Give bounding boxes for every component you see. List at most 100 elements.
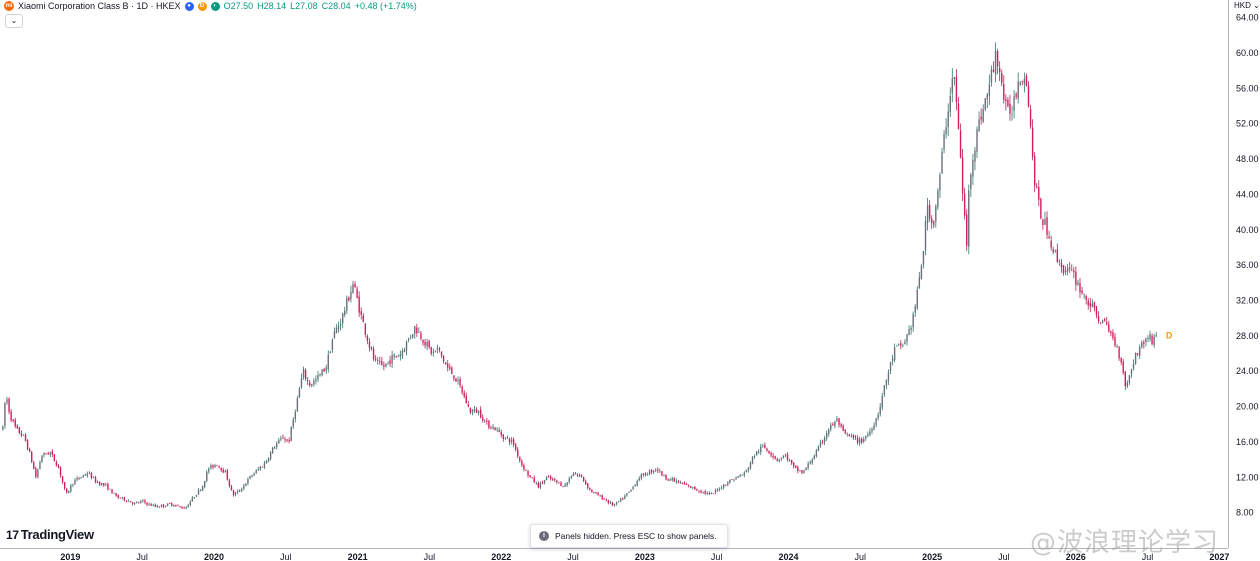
candle-body bbox=[502, 434, 505, 440]
candle-body bbox=[2, 426, 4, 430]
candle-body bbox=[1126, 382, 1129, 387]
candle-body bbox=[1033, 156, 1036, 186]
candle-body bbox=[879, 406, 881, 414]
candle-body bbox=[479, 409, 482, 418]
candle-body bbox=[926, 204, 929, 223]
market-status-icon[interactable]: ◐ bbox=[210, 1, 220, 11]
candle-body bbox=[508, 438, 511, 443]
candles-layer: D bbox=[2, 42, 1173, 510]
symbol-legend: mi Xiaomi Corporation Class B · 1D · HKE… bbox=[4, 0, 417, 12]
candle-body bbox=[315, 379, 317, 381]
ohlc-change: +0.48 (+1.74%) bbox=[354, 1, 417, 11]
candle-body bbox=[961, 157, 964, 194]
candle-body bbox=[350, 291, 352, 300]
candle-body bbox=[360, 311, 362, 315]
candle-body bbox=[55, 461, 58, 466]
candle-body bbox=[245, 483, 247, 487]
candle-body bbox=[766, 448, 768, 451]
candle-body bbox=[978, 119, 980, 132]
candle-body bbox=[53, 454, 56, 462]
candle-body bbox=[1130, 369, 1133, 375]
candle-body bbox=[764, 444, 766, 449]
candle-body bbox=[150, 504, 152, 506]
candle-body bbox=[982, 109, 984, 122]
candle-body bbox=[1081, 290, 1083, 294]
candle-body bbox=[821, 441, 824, 443]
candle-body bbox=[90, 473, 93, 479]
candle-body bbox=[860, 438, 863, 443]
info-icon: i bbox=[539, 531, 549, 541]
candle-body bbox=[922, 250, 925, 265]
candle-body bbox=[368, 341, 371, 348]
candle-body bbox=[928, 204, 931, 219]
candle-body bbox=[284, 439, 286, 441]
candle-body bbox=[850, 435, 853, 437]
candle-body bbox=[805, 467, 807, 471]
price-tick-label: 12.00 bbox=[1236, 472, 1259, 482]
candle-body bbox=[527, 470, 529, 476]
symbol-title[interactable]: Xiaomi Corporation Class B · 1D · HKEX bbox=[18, 1, 181, 11]
time-tick-label: Jul bbox=[1142, 552, 1154, 561]
candle-body bbox=[1062, 265, 1065, 273]
candle-body bbox=[179, 506, 181, 508]
candle-body bbox=[852, 435, 855, 438]
candle-body bbox=[815, 450, 818, 457]
candle-body bbox=[43, 452, 45, 456]
candle-body bbox=[1048, 236, 1050, 239]
dividend-marker[interactable]: D bbox=[1166, 331, 1173, 341]
candle-body bbox=[181, 506, 183, 509]
candle-body bbox=[665, 474, 667, 480]
candle-body bbox=[525, 470, 527, 472]
candle-body bbox=[636, 480, 638, 486]
tradingview-logo[interactable]: 17 TradingView bbox=[6, 527, 94, 542]
eye-icon[interactable]: ● bbox=[184, 1, 194, 11]
candle-body bbox=[1083, 294, 1085, 296]
candle-body bbox=[1141, 342, 1143, 348]
candle-body bbox=[1015, 94, 1017, 97]
candle-body bbox=[72, 484, 74, 486]
candle-body bbox=[45, 453, 47, 455]
candle-body bbox=[595, 492, 597, 494]
candle-body bbox=[941, 151, 943, 174]
candle-body bbox=[1040, 198, 1042, 219]
candle-body bbox=[968, 190, 970, 247]
candle-body bbox=[667, 479, 669, 481]
candle-body bbox=[171, 503, 173, 506]
candle-body bbox=[488, 420, 490, 428]
candle-body bbox=[788, 459, 791, 461]
candle-body bbox=[222, 469, 224, 473]
candle-body bbox=[1023, 79, 1026, 84]
currency-selector[interactable]: HKD ⌄ bbox=[1234, 1, 1260, 10]
candle-body bbox=[140, 501, 142, 503]
candle-body bbox=[6, 399, 8, 403]
candle-body bbox=[963, 193, 966, 216]
candle-body bbox=[1075, 271, 1077, 285]
candle-body bbox=[714, 490, 717, 493]
candle-body bbox=[673, 477, 675, 482]
price-tick-label: 44.00 bbox=[1236, 189, 1259, 199]
time-tick-label: 2023 bbox=[635, 552, 655, 561]
time-axis[interactable]: 2019 Jul 2020 Jul 2021 Jul 2022 Jul 2023 Jul 2024 J… bbox=[0, 548, 1229, 561]
candle-body bbox=[1054, 250, 1056, 252]
candle-body bbox=[655, 469, 657, 471]
candle-body bbox=[568, 478, 570, 482]
collapse-legend-button[interactable]: ⌄ bbox=[5, 14, 23, 28]
candle-body bbox=[809, 462, 811, 464]
candle-body bbox=[449, 367, 451, 369]
candle-body bbox=[101, 483, 103, 486]
candle-body bbox=[232, 490, 235, 496]
dividend-badge[interactable]: D bbox=[197, 1, 207, 11]
candle-body bbox=[348, 297, 350, 301]
candle-body bbox=[506, 437, 509, 439]
candle-body bbox=[440, 351, 443, 356]
candle-body bbox=[533, 477, 535, 483]
candle-body bbox=[8, 398, 10, 412]
candle-body bbox=[321, 369, 323, 376]
price-axis[interactable]: 8.00 12.00 16.00 20.00 24.00 28.00 32.00 36.00 4… bbox=[1228, 0, 1259, 548]
candle-body bbox=[706, 492, 708, 494]
time-tick-label: 2021 bbox=[348, 552, 368, 561]
candle-body bbox=[1136, 353, 1139, 355]
candle-body bbox=[1042, 219, 1044, 225]
candle-body bbox=[904, 341, 906, 344]
